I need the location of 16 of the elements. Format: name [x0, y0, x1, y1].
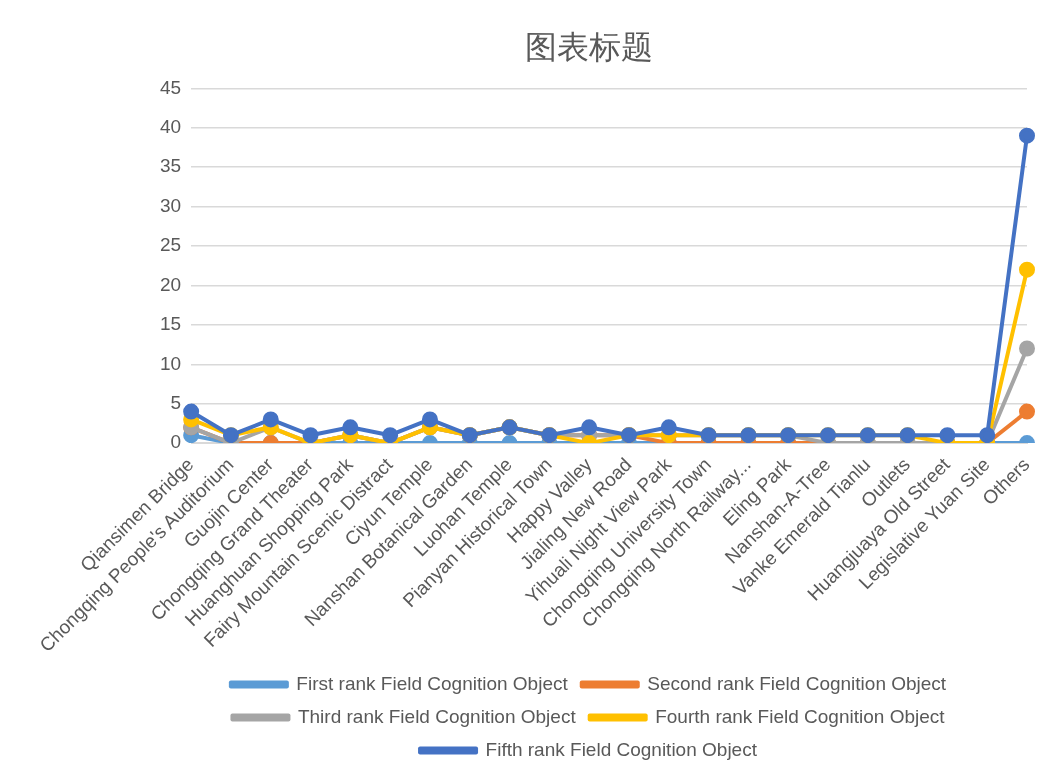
y-tick-label: 0 — [170, 431, 182, 453]
y-tick-label: 35 — [159, 155, 182, 177]
y-tick-label: 25 — [159, 234, 182, 256]
y-tick-label: 15 — [159, 313, 182, 335]
y-tick-label: 45 — [159, 76, 182, 98]
y-tick-label: 5 — [170, 391, 182, 413]
chart-title: 图表标题 — [524, 29, 653, 66]
legend-label: Fifth rank Field Cognition Object — [485, 738, 758, 760]
y-tick-label: 20 — [159, 273, 182, 295]
y-tick-label: 10 — [159, 352, 182, 374]
legend-label: Fourth rank Field Cognition Object — [655, 705, 946, 727]
legend-label: First rank Field Cognition Object — [296, 672, 569, 694]
legend-label: Second rank Field Cognition Object — [647, 672, 947, 694]
y-tick-label: 40 — [159, 116, 182, 138]
legend-label: Third rank Field Cognition Object — [297, 705, 577, 727]
y-tick-label: 30 — [159, 194, 182, 216]
